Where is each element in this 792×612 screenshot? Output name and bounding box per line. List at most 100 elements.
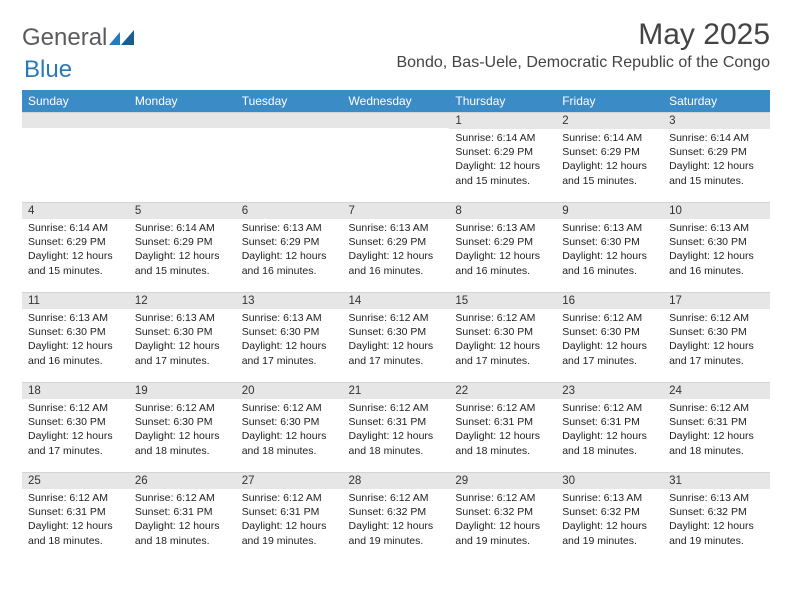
daylight-text: and 16 minutes. xyxy=(242,264,337,278)
day-number: 19 xyxy=(129,382,236,399)
sunrise-text: Sunrise: 6:12 AM xyxy=(242,401,337,415)
daylight-text: and 15 minutes. xyxy=(562,174,657,188)
day-details: Sunrise: 6:12 AMSunset: 6:30 PMDaylight:… xyxy=(236,399,343,462)
sunset-text: Sunset: 6:32 PM xyxy=(349,505,444,519)
calendar-day-cell: 14Sunrise: 6:12 AMSunset: 6:30 PMDayligh… xyxy=(343,292,450,382)
sunrise-text: Sunrise: 6:12 AM xyxy=(349,491,444,505)
sunrise-text: Sunrise: 6:14 AM xyxy=(669,131,764,145)
daylight-text: and 18 minutes. xyxy=(242,444,337,458)
sunset-text: Sunset: 6:29 PM xyxy=(669,145,764,159)
calendar-week-row: 18Sunrise: 6:12 AMSunset: 6:30 PMDayligh… xyxy=(22,382,770,472)
daylight-text: and 17 minutes. xyxy=(242,354,337,368)
calendar-day-cell: 15Sunrise: 6:12 AMSunset: 6:30 PMDayligh… xyxy=(449,292,556,382)
daylight-text: and 16 minutes. xyxy=(669,264,764,278)
daylight-text: Daylight: 12 hours xyxy=(135,429,230,443)
day-details: Sunrise: 6:12 AMSunset: 6:30 PMDaylight:… xyxy=(22,399,129,462)
daylight-text: and 16 minutes. xyxy=(28,354,123,368)
daylight-text: Daylight: 12 hours xyxy=(669,429,764,443)
weekday-header: Sunday xyxy=(22,90,129,112)
weekday-header: Saturday xyxy=(663,90,770,112)
daylight-text: Daylight: 12 hours xyxy=(135,519,230,533)
sunset-text: Sunset: 6:30 PM xyxy=(669,325,764,339)
daylight-text: and 17 minutes. xyxy=(28,444,123,458)
day-details: Sunrise: 6:12 AMSunset: 6:30 PMDaylight:… xyxy=(129,399,236,462)
sunrise-text: Sunrise: 6:12 AM xyxy=(455,401,550,415)
day-number: 25 xyxy=(22,472,129,489)
daylight-text: and 18 minutes. xyxy=(669,444,764,458)
calendar-week-row: 11Sunrise: 6:13 AMSunset: 6:30 PMDayligh… xyxy=(22,292,770,382)
sunrise-text: Sunrise: 6:12 AM xyxy=(28,401,123,415)
sunrise-text: Sunrise: 6:12 AM xyxy=(135,401,230,415)
daylight-text: Daylight: 12 hours xyxy=(349,249,444,263)
sunrise-text: Sunrise: 6:13 AM xyxy=(242,311,337,325)
logo-text-general: General xyxy=(22,24,107,52)
daylight-text: Daylight: 12 hours xyxy=(562,519,657,533)
day-details: Sunrise: 6:12 AMSunset: 6:31 PMDaylight:… xyxy=(129,489,236,552)
day-details: Sunrise: 6:12 AMSunset: 6:30 PMDaylight:… xyxy=(343,309,450,372)
calendar-table: Sunday Monday Tuesday Wednesday Thursday… xyxy=(22,90,770,562)
daylight-text: and 16 minutes. xyxy=(349,264,444,278)
daylight-text: Daylight: 12 hours xyxy=(562,339,657,353)
calendar-week-row: 25Sunrise: 6:12 AMSunset: 6:31 PMDayligh… xyxy=(22,472,770,562)
sunset-text: Sunset: 6:31 PM xyxy=(455,415,550,429)
weekday-header: Friday xyxy=(556,90,663,112)
day-details: Sunrise: 6:12 AMSunset: 6:30 PMDaylight:… xyxy=(449,309,556,372)
sunset-text: Sunset: 6:30 PM xyxy=(562,325,657,339)
daylight-text: and 16 minutes. xyxy=(562,264,657,278)
day-details: Sunrise: 6:12 AMSunset: 6:32 PMDaylight:… xyxy=(343,489,450,552)
sunrise-text: Sunrise: 6:12 AM xyxy=(28,491,123,505)
sunrise-text: Sunrise: 6:12 AM xyxy=(562,401,657,415)
daylight-text: and 19 minutes. xyxy=(669,534,764,548)
calendar-day-cell xyxy=(129,112,236,202)
day-details: Sunrise: 6:14 AMSunset: 6:29 PMDaylight:… xyxy=(22,219,129,282)
calendar-day-cell: 6Sunrise: 6:13 AMSunset: 6:29 PMDaylight… xyxy=(236,202,343,292)
day-details: Sunrise: 6:14 AMSunset: 6:29 PMDaylight:… xyxy=(556,129,663,192)
day-number xyxy=(343,112,450,128)
day-number: 3 xyxy=(663,112,770,129)
daylight-text: Daylight: 12 hours xyxy=(349,519,444,533)
daylight-text: Daylight: 12 hours xyxy=(242,519,337,533)
logo-text-blue: Blue xyxy=(24,56,72,84)
sunrise-text: Sunrise: 6:13 AM xyxy=(455,221,550,235)
day-number: 21 xyxy=(343,382,450,399)
daylight-text: and 15 minutes. xyxy=(28,264,123,278)
sunset-text: Sunset: 6:30 PM xyxy=(349,325,444,339)
calendar-day-cell: 20Sunrise: 6:12 AMSunset: 6:30 PMDayligh… xyxy=(236,382,343,472)
day-number: 22 xyxy=(449,382,556,399)
day-details: Sunrise: 6:13 AMSunset: 6:29 PMDaylight:… xyxy=(236,219,343,282)
sunrise-text: Sunrise: 6:13 AM xyxy=(135,311,230,325)
calendar-day-cell: 27Sunrise: 6:12 AMSunset: 6:31 PMDayligh… xyxy=(236,472,343,562)
sunrise-text: Sunrise: 6:12 AM xyxy=(349,311,444,325)
day-details: Sunrise: 6:12 AMSunset: 6:31 PMDaylight:… xyxy=(236,489,343,552)
calendar-day-cell: 12Sunrise: 6:13 AMSunset: 6:30 PMDayligh… xyxy=(129,292,236,382)
daylight-text: and 18 minutes. xyxy=(28,534,123,548)
day-number: 7 xyxy=(343,202,450,219)
daylight-text: and 17 minutes. xyxy=(349,354,444,368)
weekday-header: Thursday xyxy=(449,90,556,112)
calendar-week-row: 1Sunrise: 6:14 AMSunset: 6:29 PMDaylight… xyxy=(22,112,770,202)
sunrise-text: Sunrise: 6:13 AM xyxy=(562,491,657,505)
daylight-text: and 19 minutes. xyxy=(349,534,444,548)
daylight-text: Daylight: 12 hours xyxy=(242,249,337,263)
daylight-text: and 19 minutes. xyxy=(455,534,550,548)
sunset-text: Sunset: 6:31 PM xyxy=(669,415,764,429)
day-details xyxy=(22,128,129,134)
day-number: 2 xyxy=(556,112,663,129)
weekday-header: Tuesday xyxy=(236,90,343,112)
calendar-day-cell: 1Sunrise: 6:14 AMSunset: 6:29 PMDaylight… xyxy=(449,112,556,202)
calendar-day-cell: 16Sunrise: 6:12 AMSunset: 6:30 PMDayligh… xyxy=(556,292,663,382)
day-number: 30 xyxy=(556,472,663,489)
daylight-text: Daylight: 12 hours xyxy=(669,519,764,533)
calendar-day-cell: 23Sunrise: 6:12 AMSunset: 6:31 PMDayligh… xyxy=(556,382,663,472)
daylight-text: Daylight: 12 hours xyxy=(455,429,550,443)
day-number: 23 xyxy=(556,382,663,399)
sunset-text: Sunset: 6:31 PM xyxy=(562,415,657,429)
calendar-day-cell: 2Sunrise: 6:14 AMSunset: 6:29 PMDaylight… xyxy=(556,112,663,202)
daylight-text: Daylight: 12 hours xyxy=(455,159,550,173)
calendar-day-cell: 26Sunrise: 6:12 AMSunset: 6:31 PMDayligh… xyxy=(129,472,236,562)
sunrise-text: Sunrise: 6:13 AM xyxy=(669,221,764,235)
sunset-text: Sunset: 6:32 PM xyxy=(455,505,550,519)
sunset-text: Sunset: 6:30 PM xyxy=(455,325,550,339)
calendar-day-cell: 31Sunrise: 6:13 AMSunset: 6:32 PMDayligh… xyxy=(663,472,770,562)
day-number: 18 xyxy=(22,382,129,399)
